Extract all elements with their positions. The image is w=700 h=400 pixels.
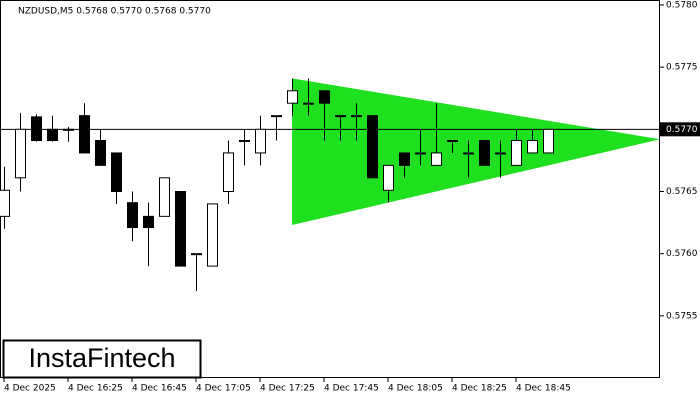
price-label-box bbox=[660, 122, 700, 137]
candle-body bbox=[399, 152, 410, 166]
x-tick-label: 4 Dec 2025 bbox=[4, 384, 56, 394]
candle-body bbox=[447, 140, 458, 143]
x-tick-label: 4 Dec 18:45 bbox=[516, 384, 571, 394]
y-tick-label: 0.5775 bbox=[666, 63, 698, 73]
candle-body bbox=[271, 115, 282, 118]
candle-body bbox=[191, 253, 202, 256]
candle-body bbox=[543, 128, 554, 154]
logo-box bbox=[2, 339, 202, 379]
candle-body bbox=[303, 102, 314, 105]
y-tick-label: 0.5760 bbox=[666, 249, 698, 259]
y-tick-label: 0.5765 bbox=[666, 187, 698, 197]
candle-body bbox=[319, 90, 330, 104]
candle-body bbox=[143, 215, 154, 229]
candle-body bbox=[95, 140, 106, 166]
logo: InstaFintech bbox=[28, 343, 175, 373]
candle-body bbox=[15, 128, 26, 179]
plot-frame bbox=[0, 0, 660, 378]
candle-body bbox=[207, 203, 218, 267]
x-tick-label: 4 Dec 18:25 bbox=[452, 384, 507, 394]
y-tick-label: 0.5780 bbox=[666, 0, 698, 10]
candle-body bbox=[239, 140, 250, 143]
y-tick-label: 0.5755 bbox=[666, 311, 698, 321]
x-tick-label: 4 Dec 16:25 bbox=[68, 384, 123, 394]
triangle-pattern bbox=[292, 78, 660, 226]
candle-body bbox=[31, 116, 42, 142]
candle-body bbox=[63, 128, 74, 131]
x-tick-label: 4 Dec 17:25 bbox=[260, 384, 315, 394]
candle-body bbox=[175, 190, 186, 267]
chart-subtitle: NZDUSD,M5 0.5768 0.5770 0.5768 0.5770 bbox=[18, 7, 211, 17]
x-tick-label: 4 Dec 17:05 bbox=[196, 384, 251, 394]
candle-body bbox=[383, 164, 394, 191]
candle-body bbox=[111, 152, 122, 192]
candle-body bbox=[479, 140, 490, 166]
candle-body bbox=[127, 202, 138, 229]
x-tick-label: 4 Dec 16:45 bbox=[132, 384, 187, 394]
candle-body bbox=[79, 115, 90, 154]
price-label: 0.5770 bbox=[666, 125, 698, 135]
candle-body bbox=[223, 152, 234, 192]
candle-body bbox=[287, 90, 298, 104]
candle-body bbox=[47, 128, 58, 142]
candle-body bbox=[431, 152, 442, 166]
candle-body bbox=[527, 140, 538, 154]
candle-body bbox=[159, 177, 170, 217]
candle-body bbox=[415, 152, 426, 155]
candle-body bbox=[495, 152, 506, 155]
x-tick-label: 4 Dec 17:45 bbox=[324, 384, 379, 394]
x-tick-label: 4 Dec 18:05 bbox=[388, 384, 443, 394]
candle-body bbox=[351, 115, 362, 118]
candle-body bbox=[0, 189, 10, 217]
candle-body bbox=[255, 128, 266, 154]
candle-body bbox=[335, 115, 346, 118]
candle-body bbox=[511, 140, 522, 166]
candle-body bbox=[367, 115, 378, 179]
candle-body bbox=[463, 152, 474, 155]
